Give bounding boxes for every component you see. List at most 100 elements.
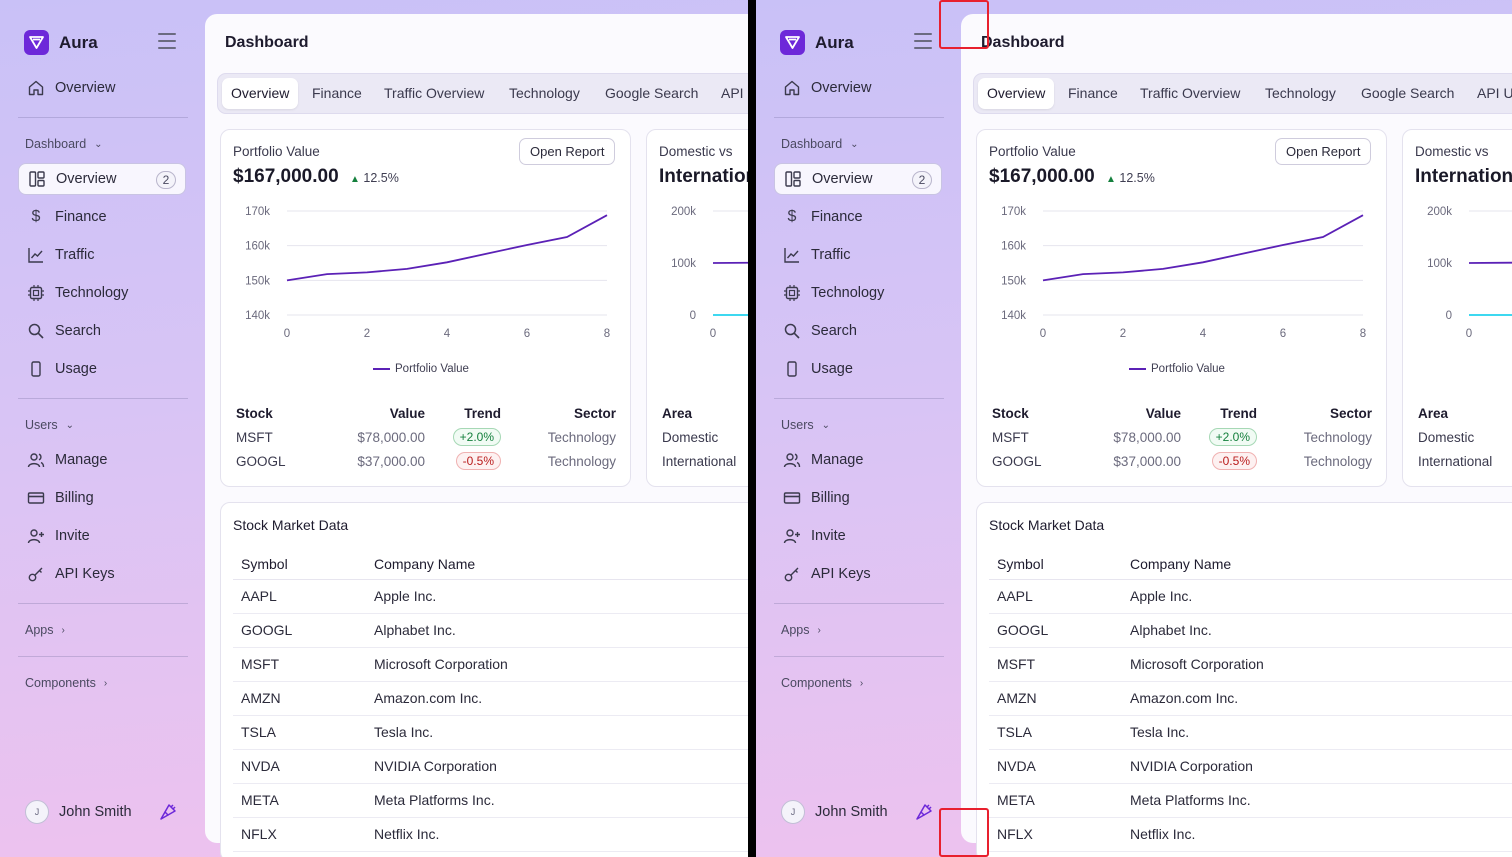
tab-google-search[interactable]: Google Search xyxy=(1361,85,1455,101)
sidebar-item-search[interactable]: Search xyxy=(774,315,942,347)
portfolio-card: Portfolio Value $167,000.00 ▲ 12.5% Open… xyxy=(220,129,631,487)
sidebar-item-label: Overview xyxy=(812,171,873,187)
x-tick-label: 0 xyxy=(1040,328,1046,340)
sidebar-item-finance[interactable]: $ Finance xyxy=(774,201,942,233)
sidebar-divider xyxy=(18,117,188,118)
open-report-button[interactable]: Open Report xyxy=(1275,138,1372,165)
tab-technology[interactable]: Technology xyxy=(509,85,580,101)
main-content: Dashboard Overview Finance Traffic Overv… xyxy=(961,14,1512,857)
tab-overview[interactable]: Overview xyxy=(978,78,1055,109)
pane-divider xyxy=(748,0,756,857)
sidebar-item-api-keys[interactable]: API Keys xyxy=(18,558,186,590)
section-dashboard[interactable]: Dashboard ⌄ xyxy=(25,137,103,151)
open-report-button[interactable]: Open Report xyxy=(519,138,616,165)
paintbrush-icon[interactable] xyxy=(158,802,178,822)
key-icon xyxy=(783,565,801,583)
y-tick-label: 100k xyxy=(1427,258,1452,270)
table-row[interactable]: GOOGL Alphabet Inc. xyxy=(989,613,1512,648)
sidebar-item-technology[interactable]: Technology xyxy=(18,277,186,309)
tab-bar: Overview Finance Traffic Overview Techno… xyxy=(217,73,748,114)
cell-company: Tesla Inc. xyxy=(1122,715,1512,750)
x-tick-label: 0 xyxy=(710,328,716,340)
sidebar-item-technology[interactable]: Technology xyxy=(774,277,942,309)
table-row[interactable]: AMZN Amazon.com Inc. xyxy=(233,681,748,716)
tab-traffic-overview[interactable]: Traffic Overview xyxy=(1140,85,1241,101)
section-dashboard[interactable]: Dashboard ⌄ xyxy=(781,137,859,151)
table-row[interactable]: META Meta Platforms Inc. xyxy=(989,783,1512,818)
table-row[interactable]: NFLX Netflix Inc. xyxy=(989,817,1512,852)
sidebar-item-label: API Keys xyxy=(55,566,115,582)
col-header: Trend xyxy=(464,405,501,421)
table-row[interactable]: NVDA NVIDIA Corporation xyxy=(233,749,748,784)
tab-overview[interactable]: Overview xyxy=(222,78,299,109)
tab-finance[interactable]: Finance xyxy=(1068,85,1118,101)
sidebar-item-usage[interactable]: Usage xyxy=(774,353,942,385)
sidebar-item-billing[interactable]: Billing xyxy=(18,482,186,514)
trend-badge: +2.0% xyxy=(1208,428,1257,446)
section-apps[interactable]: Apps › xyxy=(25,623,65,637)
tab-finance[interactable]: Finance xyxy=(312,85,362,101)
sidebar-item-finance[interactable]: $ Finance xyxy=(18,201,186,233)
user-profile[interactable]: J John Smith xyxy=(781,800,888,824)
table-row[interactable]: NFLX Netflix Inc. xyxy=(233,817,748,852)
sidebar-item-api-keys[interactable]: API Keys xyxy=(774,558,942,590)
sidebar-item-traffic[interactable]: Traffic xyxy=(774,239,942,271)
tab-api-usage[interactable]: API U xyxy=(721,85,748,101)
table-row[interactable]: TSLA Tesla Inc. xyxy=(233,715,748,750)
cell-symbol: TSLA xyxy=(989,715,1122,750)
col-header-company[interactable]: Company Name xyxy=(366,549,748,580)
highlight-box-top xyxy=(939,0,989,49)
tab-technology[interactable]: Technology xyxy=(1265,85,1336,101)
x-tick-label: 0 xyxy=(1466,328,1472,340)
sidebar-item-manage[interactable]: Manage xyxy=(18,444,186,476)
sidebar-item-label: Traffic xyxy=(55,247,95,263)
table-row[interactable]: NVDA NVIDIA Corporation xyxy=(989,749,1512,784)
user-profile[interactable]: J John Smith xyxy=(25,800,132,824)
col-header-company[interactable]: Company Name xyxy=(1122,549,1512,580)
sidebar-item-invite[interactable]: Invite xyxy=(18,520,186,552)
section-users[interactable]: Users ⌄ xyxy=(781,418,830,432)
sidebar-item-overview[interactable]: Overview 2 xyxy=(774,163,942,195)
brand[interactable]: Aura xyxy=(780,30,854,55)
col-header-symbol[interactable]: Symbol xyxy=(233,549,366,580)
table-row[interactable]: META Meta Platforms Inc. xyxy=(233,783,748,818)
sidebar-item-overview-top[interactable]: Overview xyxy=(18,72,186,104)
sidebar-item-search[interactable]: Search xyxy=(18,315,186,347)
table-row[interactable]: AAPL Apple Inc. xyxy=(233,579,748,614)
table-row[interactable]: GOOGL Alphabet Inc. xyxy=(233,613,748,648)
cell-symbol: META xyxy=(233,783,366,818)
table-row[interactable]: AAPL Apple Inc. xyxy=(989,579,1512,614)
menu-toggle-icon[interactable] xyxy=(158,33,176,49)
cell-symbol: NVDA xyxy=(989,749,1122,784)
sidebar-item-usage[interactable]: Usage xyxy=(18,353,186,385)
section-components[interactable]: Components › xyxy=(781,676,863,690)
sidebar-item-billing[interactable]: Billing xyxy=(774,482,942,514)
section-components[interactable]: Components › xyxy=(25,676,107,690)
sidebar-item-overview[interactable]: Overview 2 xyxy=(18,163,186,195)
sidebar-item-label: Finance xyxy=(811,209,863,225)
col-header-symbol[interactable]: Symbol xyxy=(989,549,1122,580)
section-apps[interactable]: Apps › xyxy=(781,623,821,637)
sidebar-item-overview-top[interactable]: Overview xyxy=(774,72,942,104)
x-tick-label: 6 xyxy=(1280,328,1286,340)
table-row[interactable]: TSLA Tesla Inc. xyxy=(989,715,1512,750)
cell-symbol: AMZN xyxy=(233,681,366,716)
tab-api-usage[interactable]: API U xyxy=(1477,85,1512,101)
tab-traffic-overview[interactable]: Traffic Overview xyxy=(384,85,485,101)
sidebar-item-invite[interactable]: Invite xyxy=(774,520,942,552)
table-row[interactable]: MSFT Microsoft Corporation xyxy=(233,647,748,682)
cpu-icon xyxy=(783,284,801,302)
menu-toggle-icon[interactable] xyxy=(914,33,932,49)
table-row[interactable]: MSFT Microsoft Corporation xyxy=(989,647,1512,682)
sidebar-item-manage[interactable]: Manage xyxy=(774,444,942,476)
brand[interactable]: Aura xyxy=(24,30,98,55)
paintbrush-icon[interactable] xyxy=(914,802,934,822)
table-row[interactable]: AMZN Amazon.com Inc. xyxy=(989,681,1512,716)
table-header-row: Symbol Company Name xyxy=(233,549,748,580)
tab-google-search[interactable]: Google Search xyxy=(605,85,699,101)
phone-icon xyxy=(27,360,45,378)
section-users[interactable]: Users ⌄ xyxy=(25,418,74,432)
col-header: Stock xyxy=(992,405,1029,421)
sidebar-item-label: Invite xyxy=(55,528,90,544)
sidebar-item-traffic[interactable]: Traffic xyxy=(18,239,186,271)
